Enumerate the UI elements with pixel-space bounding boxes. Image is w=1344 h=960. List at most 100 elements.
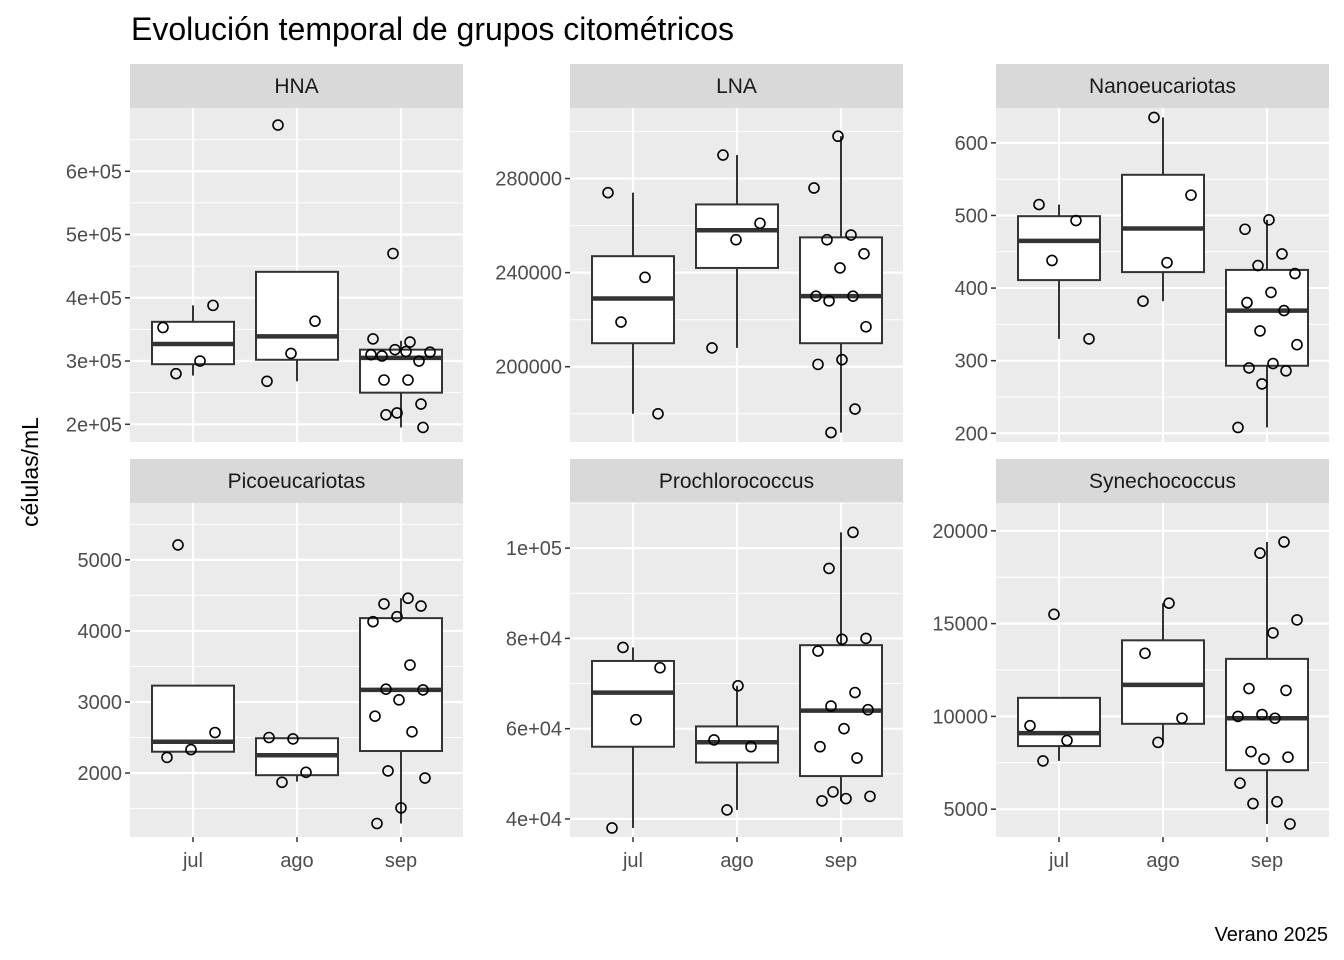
facet-panels: HNA 2e+05 3e+05 4e+05 5e+05 6e+05 LNA 200000 240… — [66, 64, 1329, 872]
data-point — [382, 765, 394, 777]
data-point — [825, 426, 837, 439]
y-tick-label: 400 — [955, 278, 988, 300]
data-point — [860, 320, 872, 333]
y-tick-label: 4000 — [78, 621, 123, 643]
data-point — [825, 700, 837, 712]
data-point — [1241, 296, 1253, 309]
data-point — [652, 407, 664, 420]
y-tick-label: 240000 — [495, 263, 562, 285]
data-point — [1176, 712, 1188, 725]
facet-strip — [570, 64, 903, 108]
data-point — [1239, 223, 1251, 236]
data-point — [378, 598, 390, 610]
data-point — [415, 600, 427, 612]
data-point — [1247, 797, 1259, 810]
data-point — [1271, 795, 1283, 808]
data-point — [419, 772, 431, 784]
box-ago — [695, 685, 779, 810]
x-tick-label: sep — [1251, 850, 1283, 872]
data-point — [1161, 256, 1173, 269]
x-tick-label: jul — [1048, 850, 1069, 872]
data-point — [404, 659, 416, 671]
data-point — [1263, 214, 1275, 226]
data-point — [367, 333, 379, 345]
box-jul — [1017, 696, 1101, 761]
data-point — [272, 119, 284, 131]
data-point — [393, 694, 405, 706]
data-point — [836, 353, 848, 366]
data-point — [424, 346, 436, 358]
data-point — [814, 740, 826, 753]
data-point — [1148, 111, 1160, 124]
facet-strip-label: Picoeucariotas — [228, 470, 366, 493]
data-point — [816, 795, 828, 807]
data-point — [1139, 647, 1151, 660]
y-tick-label: 20000 — [932, 521, 988, 543]
box-ago — [255, 737, 339, 782]
facet-strip-label: Synechococcus — [1089, 470, 1236, 493]
data-point — [1256, 378, 1268, 390]
data-point — [417, 421, 429, 434]
data-point — [1289, 267, 1301, 280]
data-point — [402, 374, 414, 386]
data-point — [862, 703, 874, 716]
data-point — [1185, 189, 1197, 201]
box-jul — [591, 192, 675, 414]
data-point — [1258, 753, 1270, 765]
data-point — [185, 743, 197, 756]
data-point — [1033, 198, 1045, 211]
y-tick-label: 10000 — [932, 706, 988, 728]
box-iqr — [255, 270, 339, 361]
data-point — [1024, 719, 1036, 732]
y-tick-label: 280000 — [495, 169, 562, 191]
data-point — [194, 355, 206, 367]
data-point — [754, 217, 766, 230]
data-point — [730, 233, 742, 246]
data-point — [823, 562, 835, 575]
y-tick-label: 200 — [955, 423, 988, 445]
data-point — [630, 713, 642, 726]
data-point — [708, 734, 720, 746]
data-point — [1280, 684, 1292, 697]
data-point — [858, 248, 870, 260]
data-point — [1061, 734, 1073, 747]
box-ago — [1121, 603, 1205, 743]
data-point — [1152, 736, 1164, 749]
data-point — [261, 375, 273, 388]
facet-panel-lna: LNA 200000 240000 280000 — [495, 64, 903, 442]
box-sep — [1225, 219, 1309, 428]
data-point — [1070, 214, 1082, 227]
facet-panel-prochlorococcus: Prochlorococcus 4e+04 6e+04 8e+04 1e+05 jul ag… — [506, 459, 903, 872]
box-ago — [255, 270, 339, 382]
data-point — [287, 733, 299, 745]
y-tick-label: 600 — [955, 133, 988, 155]
box-jul — [151, 305, 235, 376]
chart-caption: Verano 2025 — [1215, 924, 1328, 946]
data-point — [1276, 248, 1288, 260]
x-tick-label: ago — [280, 850, 313, 872]
facet-strip — [996, 459, 1329, 503]
data-point — [812, 645, 824, 657]
data-point — [1282, 751, 1294, 764]
facet-strip-label: Prochlorococcus — [659, 470, 814, 493]
data-point — [1048, 608, 1060, 621]
box-iqr — [695, 725, 779, 764]
data-point — [1267, 357, 1279, 370]
y-tick-label: 3e+05 — [66, 351, 122, 373]
data-point — [732, 679, 744, 692]
data-point — [406, 726, 418, 738]
data-point — [849, 686, 861, 699]
x-tick-label: jul — [622, 850, 643, 872]
data-point — [1256, 708, 1268, 721]
x-tick-label: ago — [1146, 850, 1179, 872]
data-point — [1278, 304, 1290, 317]
data-point — [847, 526, 859, 539]
data-point — [365, 348, 377, 361]
box-jul — [591, 647, 675, 828]
data-point — [606, 822, 618, 834]
y-tick-label: 5000 — [944, 799, 989, 821]
data-point — [1252, 259, 1264, 272]
y-tick-label: 5e+05 — [66, 225, 122, 247]
facet-strip — [996, 64, 1329, 108]
x-tick-label: ago — [720, 850, 753, 872]
